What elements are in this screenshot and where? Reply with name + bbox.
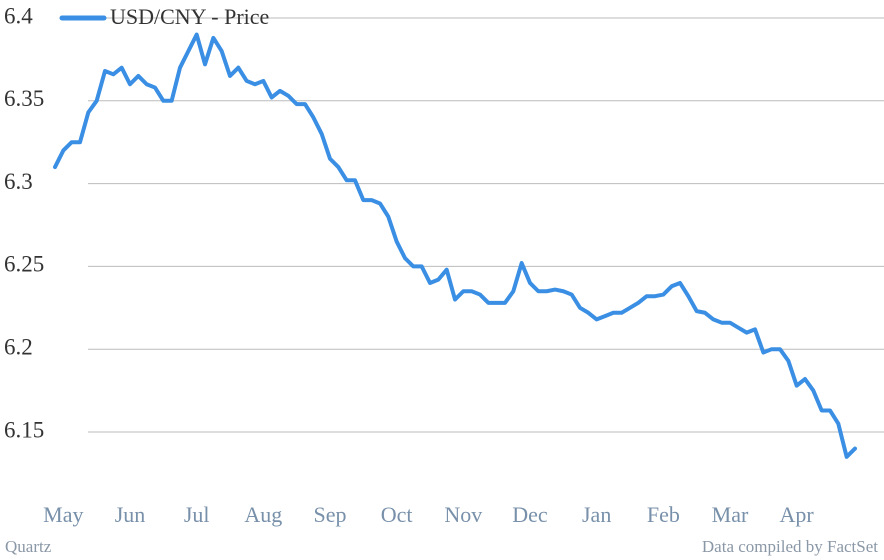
credit: Quartz xyxy=(5,537,52,556)
x-tick-label: Jun xyxy=(115,502,146,527)
x-tick-label: Jul xyxy=(184,502,210,527)
x-tick-label: Apr xyxy=(780,502,815,527)
y-tick-label: 6.3 xyxy=(4,169,33,194)
y-tick-label: 6.35 xyxy=(4,86,44,111)
x-tick-label: Feb xyxy=(647,502,680,527)
y-tick-label: 6.25 xyxy=(4,252,44,277)
x-tick-label: Aug xyxy=(244,502,282,527)
x-tick-label: Sep xyxy=(314,502,347,527)
x-tick-label: Mar xyxy=(712,502,749,527)
x-tick-label: May xyxy=(43,502,83,527)
x-tick-label: Jan xyxy=(582,502,611,527)
x-tick-label: Oct xyxy=(381,502,413,527)
y-tick-label: 6.4 xyxy=(4,3,33,28)
legend-label: USD/CNY - Price xyxy=(110,4,269,29)
x-tick-label: Dec xyxy=(512,502,548,527)
line xyxy=(53,32,857,459)
source: Data compiled by FactSet xyxy=(702,537,878,556)
y-tick-label: 6.15 xyxy=(4,417,44,442)
x-tick-label: Nov xyxy=(444,502,482,527)
y-tick-label: 6.2 xyxy=(4,334,33,359)
